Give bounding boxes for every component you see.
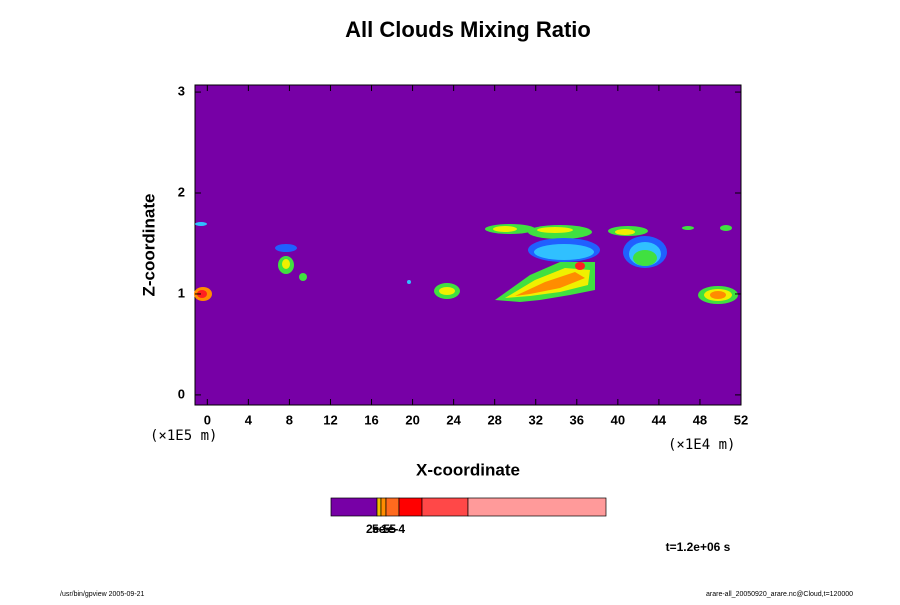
x-tick-label: 16 (364, 412, 378, 427)
x-tick-label: 40 (611, 412, 625, 427)
x-tick-label: 32 (529, 412, 543, 427)
cloud-contours (194, 222, 738, 304)
y-unit: (×1E5 m) (150, 428, 217, 444)
chart-title: All Clouds Mixing Ratio (345, 17, 591, 42)
x-tick-label: 44 (652, 412, 667, 427)
colorbar-segment (376, 497, 382, 517)
x-tick-label: 0 (204, 412, 211, 427)
y-tick-label: 2 (178, 184, 185, 199)
colorbar-segment (398, 497, 423, 517)
x-tick-label: 36 (570, 412, 584, 427)
x-tick-label: 52 (734, 412, 748, 427)
x-tick-label: 48 (693, 412, 707, 427)
x-tick-label: 12 (323, 412, 337, 427)
footer-right: arare-all_20050920_arare.nc@Cloud,t=1200… (706, 591, 853, 598)
x-tick-label: 8 (286, 412, 293, 427)
y-tick-label: 3 (178, 84, 185, 99)
y-tick-label: 0 (178, 386, 185, 401)
colorbar-segment (330, 497, 378, 517)
colorbar-segment (385, 497, 400, 517)
x-tick-label: 28 (487, 412, 501, 427)
colorbar-label: 1e-4 (381, 522, 405, 536)
colorbar-label: 5e-5 (372, 522, 396, 536)
x-axis-label: X-coordinate (416, 460, 520, 479)
colorbar-label: 2e-5 (366, 522, 390, 536)
y-tick-label: 1 (178, 285, 185, 300)
colorbar-segment (421, 497, 469, 517)
x-tick-label: 4 (245, 412, 253, 427)
y-axis-label: Z-coordinate (139, 194, 158, 297)
x-tick-label: 20 (405, 412, 419, 427)
x-tick-label: 24 (446, 412, 461, 427)
x-unit: (×1E4 m) (668, 437, 735, 453)
colorbar-segment (380, 497, 387, 517)
footer-left: /usr/bin/gpview 2005-09-21 (60, 591, 145, 598)
time-label: t=1.2e+06 s (666, 540, 731, 554)
colorbar-segment (467, 497, 607, 517)
